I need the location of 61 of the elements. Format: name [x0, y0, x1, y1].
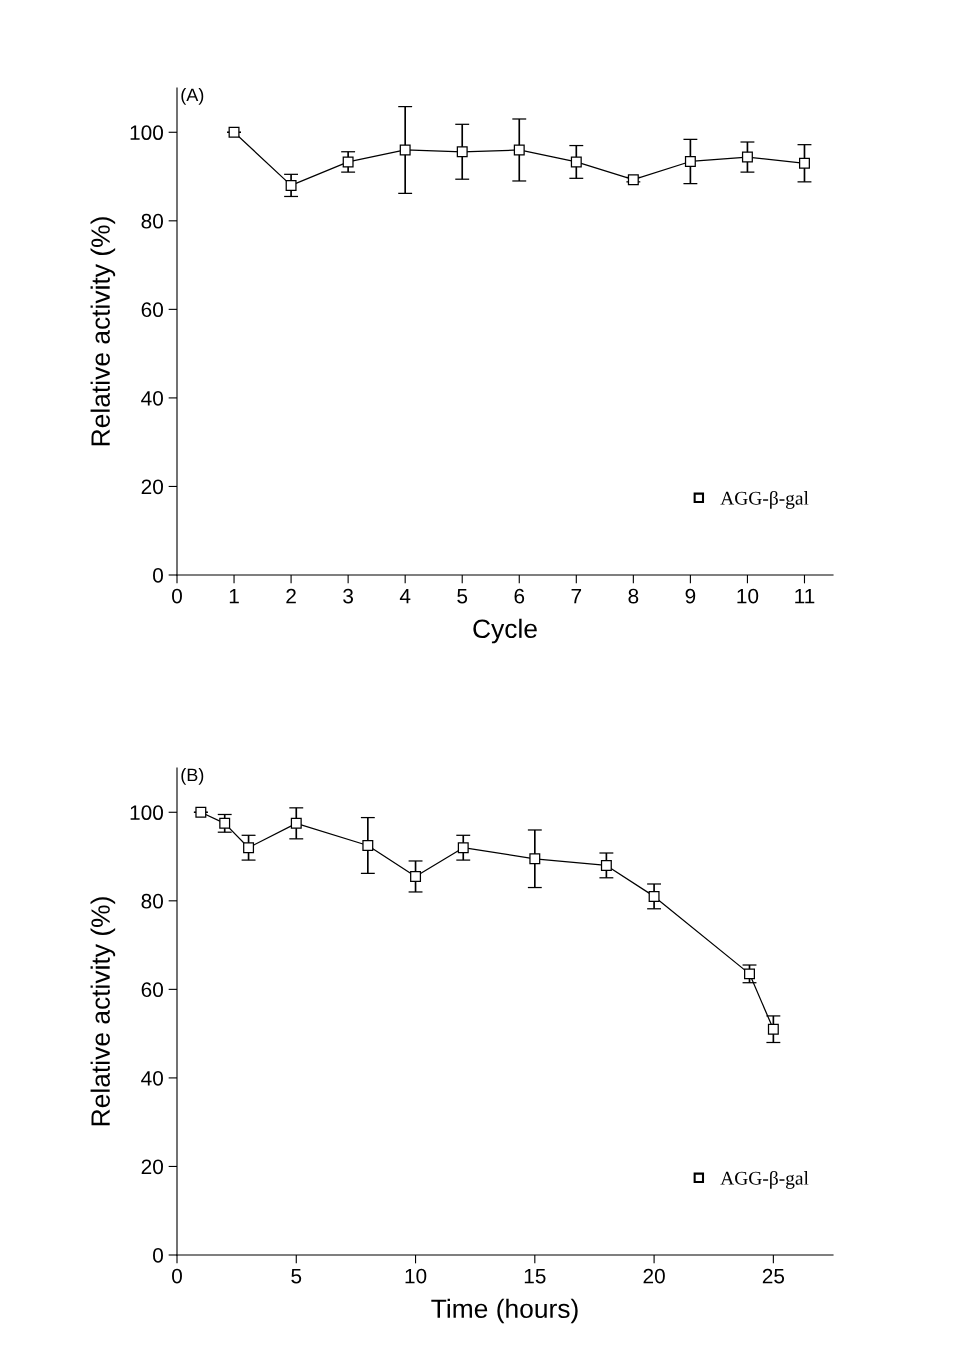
y-tick-label: 40 — [141, 1070, 163, 1086]
y-tick-label: 0 — [153, 1248, 163, 1263]
point — [648, 890, 660, 902]
point — [600, 859, 612, 871]
x-tick-label: 7 — [571, 588, 582, 604]
y-tick-label: 80 — [141, 893, 163, 909]
point — [285, 179, 297, 191]
x-tick-label: 0 — [172, 588, 182, 604]
x-tick-label: 20 — [643, 1268, 665, 1284]
y-axis-title: Relative activity (%) — [90, 897, 116, 1126]
x-tick-label: 1 — [229, 588, 239, 604]
legend-label: AGG-β-gal — [720, 1170, 809, 1189]
point — [457, 842, 469, 854]
point — [744, 968, 755, 980]
y-axis-title: Relative activity (%) — [90, 217, 116, 446]
y-tick-label: 20 — [141, 1159, 163, 1175]
point — [627, 174, 639, 186]
y-tick-label: 60 — [141, 302, 163, 318]
y-tick-label: 80 — [141, 213, 163, 229]
y-tick-label: 100 — [130, 125, 163, 141]
point — [456, 146, 468, 158]
y-tick-label: 40 — [141, 390, 163, 406]
y-tick-label: 100 — [130, 805, 163, 821]
x-tick-label: 5 — [291, 1268, 302, 1284]
legend-label: AGG-β-gal — [720, 490, 809, 509]
point — [195, 806, 207, 818]
point — [362, 839, 374, 851]
point — [243, 842, 255, 854]
point — [684, 156, 696, 167]
point — [570, 156, 582, 168]
point — [798, 157, 810, 169]
annotation: (A) — [181, 88, 204, 105]
y-tick-label: 0 — [153, 568, 163, 583]
x-tick-label: 2 — [286, 588, 296, 604]
point — [767, 1023, 779, 1035]
y-tick-label: 60 — [141, 982, 163, 998]
y-tick-label: 20 — [141, 479, 163, 495]
x-tick-label: 5 — [457, 588, 468, 604]
x-tick-label: 10 — [737, 588, 759, 604]
annotation: (B) — [181, 768, 204, 785]
x-tick-label: 6 — [514, 588, 525, 604]
x-tick-label: 11 — [795, 588, 815, 604]
point — [228, 126, 240, 138]
x-tick-label: 10 — [405, 1268, 427, 1284]
x-tick-label: 3 — [343, 588, 354, 604]
point — [529, 853, 541, 865]
x-axis-title: Time (hours) — [431, 1298, 578, 1324]
x-tick-label: 25 — [762, 1268, 785, 1284]
x-axis-title: Cycle — [473, 618, 537, 644]
x-tick-label: 15 — [524, 1268, 546, 1284]
x-tick-label: 4 — [399, 588, 411, 604]
point — [410, 870, 422, 882]
point — [741, 151, 753, 163]
x-tick-label: 0 — [172, 1268, 182, 1284]
point — [219, 817, 231, 829]
point — [342, 156, 354, 168]
x-tick-label: 9 — [685, 588, 696, 604]
point — [290, 817, 302, 829]
point — [399, 144, 411, 156]
x-tick-label: 8 — [628, 588, 639, 604]
point — [513, 144, 525, 156]
